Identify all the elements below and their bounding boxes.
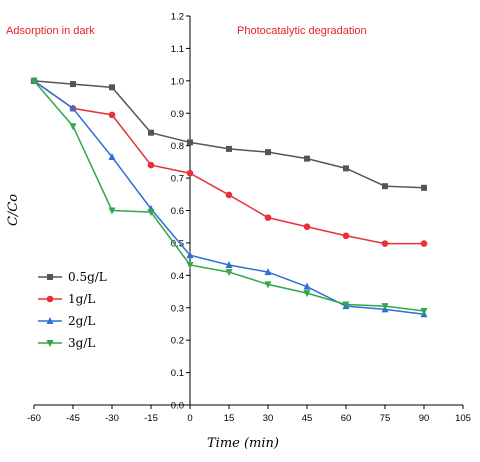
x-tick-label: -45	[66, 413, 80, 424]
legend-label: 0.5g/L	[68, 270, 107, 284]
data-point	[264, 268, 272, 276]
legend-marker	[46, 340, 54, 347]
y-tick-label: 1.0	[171, 76, 184, 87]
y-tick-label: 0.1	[171, 368, 184, 379]
data-point	[30, 77, 38, 85]
legend-label: 2g/L	[68, 314, 95, 328]
y-tick-label: 0.7	[171, 174, 184, 185]
data-point	[108, 207, 116, 215]
y-tick-label: 0.0	[171, 401, 184, 412]
legend-item: 0.5g/L	[38, 270, 107, 284]
data-point	[148, 129, 154, 136]
y-tick-label: 0.3	[171, 303, 184, 314]
y-tick-label: 0.2	[171, 336, 184, 347]
data-point	[342, 301, 350, 309]
y-tick-label: 1.1	[171, 44, 184, 55]
data-point	[226, 145, 232, 152]
x-tick-label: 105	[455, 413, 471, 424]
legend-label: 3g/L	[68, 336, 95, 350]
x-tick-label: 60	[341, 413, 352, 424]
data-point	[381, 303, 389, 311]
data-point	[264, 281, 272, 289]
y-tick-label: 1.2	[171, 12, 184, 23]
x-tick-label: 0	[187, 413, 192, 424]
series-line	[33, 80, 424, 245]
data-point	[265, 149, 271, 156]
data-point	[225, 260, 233, 268]
x-tick-label: 90	[419, 413, 430, 424]
data-point	[303, 290, 311, 298]
legend-marker	[46, 295, 54, 303]
data-point	[186, 261, 194, 269]
legend-label: 1g/L	[68, 292, 95, 306]
x-tick-label: -15	[144, 413, 158, 424]
annotation-photocatalytic: Photocatalytic degradation	[237, 25, 367, 37]
y-tick-label: 0.9	[171, 109, 184, 120]
data-point	[343, 165, 349, 172]
y-axis-ticks: 0.0 0.1 0.2 0.3 0.4 0.5 0.6 0.7 0.8 0.9 1.0 1.1 1.2	[171, 12, 190, 412]
legend-item: 3g/L	[38, 336, 95, 350]
legend: 0.5g/L 1g/L 2g/L 3g/L	[38, 270, 107, 350]
data-point	[303, 223, 311, 231]
data-point	[304, 155, 310, 162]
data-point	[303, 282, 311, 290]
data-point	[108, 111, 116, 119]
x-axis-title: Time (min)	[207, 436, 279, 451]
data-point	[186, 251, 194, 259]
y-tick-label: 0.4	[171, 271, 184, 282]
data-point	[69, 104, 77, 112]
y-tick-label: 0.5	[171, 238, 184, 249]
x-tick-label: 15	[224, 413, 235, 424]
data-point	[420, 240, 428, 247]
data-point	[109, 84, 115, 91]
series-3	[30, 77, 428, 315]
x-tick-label: 75	[380, 413, 391, 424]
axes	[34, 16, 463, 406]
series-0	[31, 77, 427, 191]
data-point	[147, 209, 155, 217]
x-tick-label: -60	[27, 413, 41, 424]
series-layer	[30, 76, 428, 318]
legend-item: 2g/L	[38, 314, 95, 328]
data-point	[264, 214, 272, 221]
x-tick-label: 45	[302, 413, 313, 424]
data-point	[342, 232, 350, 240]
data-point	[147, 161, 155, 169]
series-1	[30, 77, 428, 247]
data-point	[420, 307, 428, 315]
data-point	[381, 240, 389, 247]
y-tick-label: 0.8	[171, 141, 184, 152]
legend-marker	[47, 274, 53, 280]
x-axis-ticks: -60 -45 -30 -15 0 15 30 45 60 75 90 105	[27, 405, 471, 424]
data-point	[225, 191, 233, 199]
y-tick-label: 0.6	[171, 206, 184, 217]
data-point	[70, 81, 76, 88]
x-tick-label: -30	[105, 413, 119, 424]
data-point	[187, 139, 193, 146]
y-axis-title: C/Co	[6, 194, 21, 226]
data-point	[108, 153, 116, 161]
x-tick-label: 30	[263, 413, 274, 424]
data-point	[421, 184, 427, 191]
data-point	[69, 123, 77, 131]
annotation-adsorption: Adsorption in dark	[6, 25, 95, 37]
data-point	[186, 169, 194, 177]
legend-marker	[46, 317, 54, 324]
legend-item: 1g/L	[38, 292, 95, 306]
data-point	[382, 183, 388, 190]
series-line	[33, 80, 425, 189]
data-point	[225, 269, 233, 277]
